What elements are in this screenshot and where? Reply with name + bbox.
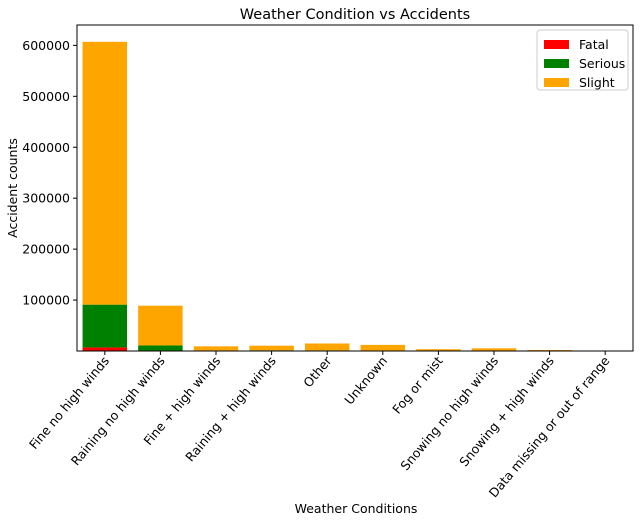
y-tick-label: 200000 (22, 242, 70, 257)
legend-label-serious: Serious (579, 56, 625, 71)
legend-swatch-slight (544, 78, 569, 87)
bar-slight-8 (471, 348, 517, 351)
x-tick-label: Snowing + high winds (456, 353, 557, 469)
legend-label-fatal: Fatal (579, 37, 609, 52)
x-tick-label: Snowing no high winds (397, 353, 501, 473)
y-axis: 100000 200000 300000 400000 500000 600000 (22, 38, 77, 308)
legend: Fatal Serious Slight (536, 29, 629, 91)
x-axis-title: Weather Conditions (295, 501, 418, 516)
legend-swatch-fatal (544, 40, 569, 49)
bar-slight-6 (360, 344, 406, 351)
bar-slight-2 (138, 305, 183, 346)
y-tick-label: 400000 (22, 140, 70, 155)
x-tick-label: Data missing or out of range (486, 353, 613, 500)
y-tick-label: 300000 (22, 191, 70, 206)
legend-swatch-serious (544, 59, 569, 68)
bar-slight-1 (82, 41, 128, 305)
bar-slight-9 (527, 350, 572, 351)
chart-title: Weather Condition vs Accidents (240, 7, 470, 23)
x-tick-label: Raining no high winds (68, 353, 168, 468)
bar-slight-7 (416, 349, 461, 351)
bar-fatal-1 (82, 347, 128, 351)
legend-label-slight: Slight (579, 75, 615, 90)
bar-serious-1 (82, 304, 128, 348)
bar-slight-4 (249, 345, 294, 351)
y-axis-title: Accident counts (5, 138, 20, 238)
y-tick-label: 500000 (22, 89, 70, 104)
bar-serious-2 (138, 345, 183, 351)
plot-frame (76, 24, 634, 352)
y-tick-label: 600000 (22, 38, 70, 53)
y-tick-label: 100000 (22, 293, 70, 308)
x-tick-label: Unknown (341, 353, 390, 407)
x-tick-label: Fog or mist (389, 353, 446, 416)
x-tick-label: Other (300, 353, 335, 390)
bar-slight-5 (304, 343, 350, 351)
bar-slight-3 (193, 346, 239, 351)
